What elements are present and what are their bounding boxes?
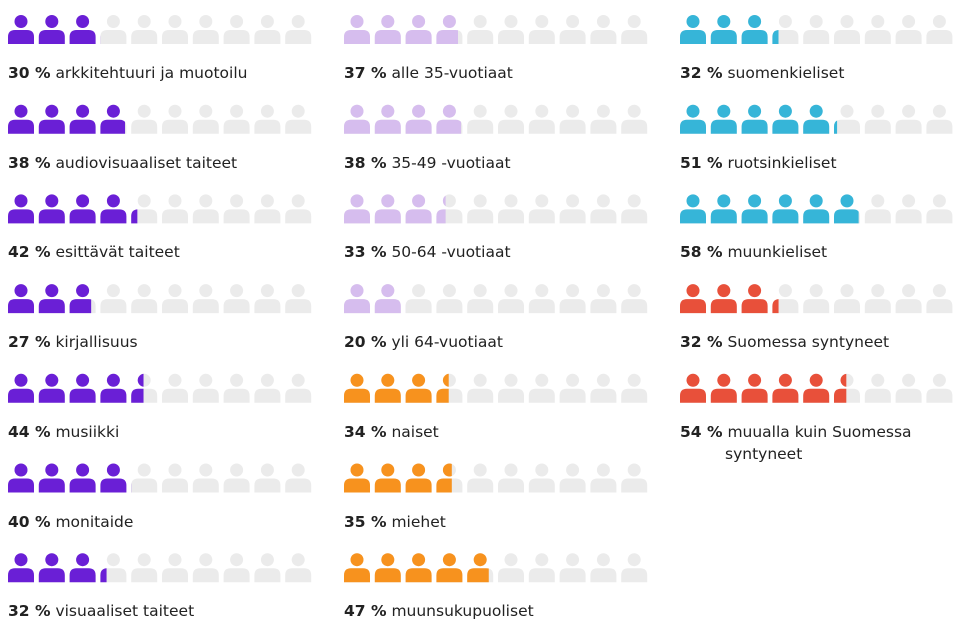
value-label: 38 %	[8, 153, 51, 172]
row-label: 51 % ruotsinkieliset	[680, 152, 953, 174]
row-label: 27 % kirjallisuus	[8, 331, 308, 353]
icon-row-value	[8, 284, 92, 314]
row-label: 42 % esittävät taiteet	[8, 241, 308, 263]
icon-row-value	[344, 15, 458, 44]
category-label: ruotsinkieliset	[727, 153, 837, 172]
row-label: 30 % arkkitehtuuri ja muotoilu	[8, 62, 308, 84]
icon-row-value	[344, 373, 449, 403]
icon-row-value	[680, 104, 838, 134]
icon-row-background	[344, 284, 648, 314]
category-label: suomenkieliset	[727, 64, 845, 82]
icon-row-value	[680, 15, 779, 44]
icon-row-value	[680, 194, 859, 224]
icon-row-value	[680, 284, 779, 314]
row-label: 38 % audiovisuaaliset taiteet	[8, 152, 308, 174]
icon-row-value	[8, 104, 126, 134]
category-label: esittävät taiteet	[55, 243, 180, 262]
category-label: muunkieliset	[727, 243, 828, 262]
row-label: 20 % yli 64-vuotiaat	[344, 331, 644, 353]
row-label: 32 % Suomessa syntyneet	[680, 331, 953, 353]
value-label: 40 %	[8, 512, 51, 531]
icon-row-value	[344, 284, 401, 314]
value-label: 33 %	[344, 243, 387, 262]
category-label: 35-49 -vuotiaat	[391, 153, 511, 172]
value-label: 35 %	[344, 512, 387, 531]
category-label: muualla kuin Suomessa syntyneet	[725, 422, 912, 463]
category-label: miehet	[391, 512, 446, 531]
icon-row-value	[8, 553, 107, 583]
row-label: 37 % alle 35-vuotiaat	[344, 62, 644, 84]
icon-row-value	[344, 194, 446, 224]
row-label: 44 % musiikki	[8, 421, 308, 443]
row-label: 32 % visuaaliset taiteet	[8, 600, 308, 622]
category-label: alle 35-vuotiaat	[391, 64, 513, 82]
icon-row-value	[344, 553, 489, 583]
row-label: 33 % 50-64 -vuotiaat	[344, 241, 644, 263]
icon-row-value	[680, 373, 847, 403]
icon-row-value	[344, 104, 462, 134]
value-label: 32 %	[680, 64, 723, 82]
value-label: 30 %	[8, 64, 51, 82]
value-label: 27 %	[8, 333, 51, 352]
value-label: 32 %	[680, 333, 723, 352]
category-label: musiikki	[55, 422, 120, 441]
icon-row-value	[8, 373, 144, 403]
row-label: 47 % muunsukupuoliset	[344, 600, 644, 622]
icon-row-value	[344, 463, 452, 493]
category-label: monitaide	[55, 512, 134, 531]
category-label: visuaaliset taiteet	[55, 602, 195, 621]
row-label: 54 % muualla kuin Suomessa syntyneet	[680, 421, 953, 465]
value-label: 54 %	[680, 422, 723, 441]
icon-row-value	[8, 15, 101, 44]
category-label: muunsukupuoliset	[391, 602, 534, 621]
value-label: 47 %	[344, 602, 387, 621]
category-label: naiset	[391, 422, 439, 441]
value-label: 44 %	[8, 422, 51, 441]
value-label: 51 %	[680, 153, 723, 172]
icon-row-value	[8, 463, 127, 493]
row-label: 34 % naiset	[344, 421, 644, 443]
row-label: 38 % 35-49 -vuotiaat	[344, 152, 644, 174]
row-label: 58 % muunkieliset	[680, 241, 953, 263]
category-label: arkkitehtuuri ja muotoilu	[55, 64, 248, 82]
row-label: 35 % miehet	[344, 511, 644, 533]
category-label: kirjallisuus	[55, 333, 138, 352]
row-label: 32 % suomenkieliset	[680, 62, 953, 84]
value-label: 42 %	[8, 243, 51, 262]
category-label: Suomessa syntyneet	[727, 333, 890, 352]
value-label: 32 %	[8, 602, 51, 621]
category-label: audiovisuaaliset taiteet	[55, 153, 238, 172]
value-label: 37 %	[344, 64, 387, 82]
value-label: 58 %	[680, 243, 723, 262]
value-label: 20 %	[344, 333, 387, 352]
value-label: 38 %	[344, 153, 387, 172]
category-label: 50-64 -vuotiaat	[391, 243, 511, 262]
row-label: 40 % monitaide	[8, 511, 308, 533]
icon-row-value	[8, 194, 138, 224]
value-label: 34 %	[344, 422, 387, 441]
category-label: yli 64-vuotiaat	[391, 333, 503, 352]
